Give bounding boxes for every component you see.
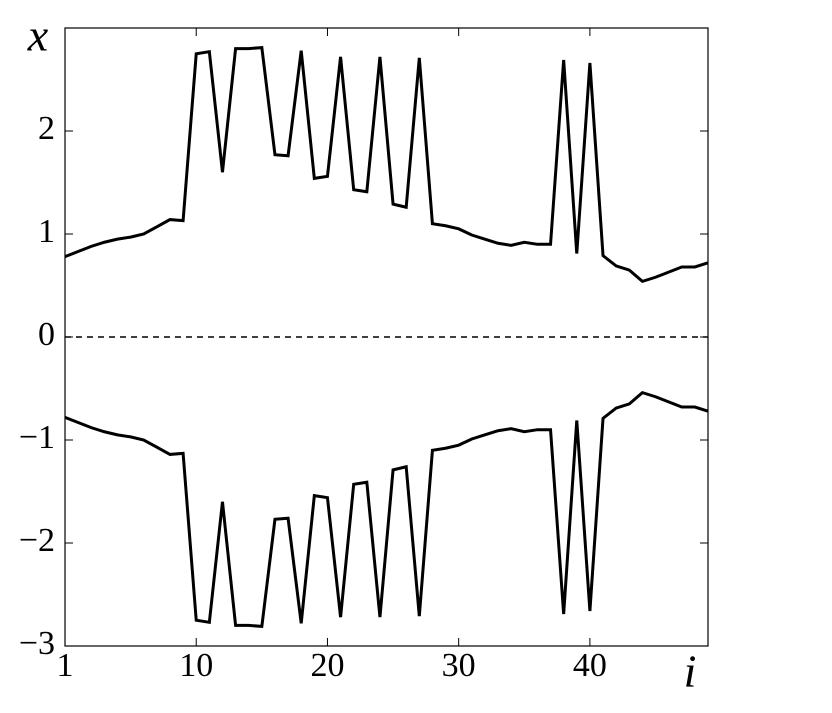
x-tick-label: 10: [179, 647, 213, 684]
y-axis-label: x: [27, 10, 49, 61]
data-line: [64, 45, 709, 284]
y-tick-label: 2: [38, 110, 55, 147]
y-tick-label: 1: [38, 213, 55, 250]
data-line: [64, 390, 709, 629]
x-tick-label: 1: [57, 647, 74, 684]
y-tick-label: −2: [19, 522, 55, 559]
x-tick-label: 20: [310, 647, 344, 684]
x-axis-label: i: [684, 646, 697, 697]
x-tick-label: 30: [442, 647, 476, 684]
y-tick-label: −1: [19, 419, 55, 456]
x-tick-label: 40: [573, 647, 607, 684]
y-tick-label: −3: [19, 625, 55, 662]
y-tick-label: 0: [38, 316, 55, 353]
